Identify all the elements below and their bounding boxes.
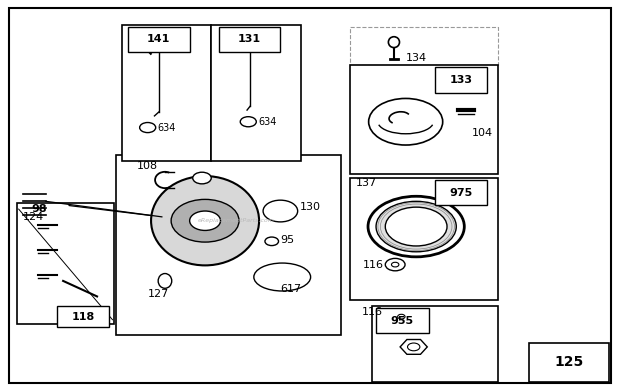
Bar: [435, 180, 487, 205]
Bar: [122, 25, 211, 161]
Text: 955: 955: [391, 316, 414, 326]
Text: 134: 134: [405, 53, 427, 63]
Circle shape: [241, 117, 256, 127]
Circle shape: [385, 207, 447, 246]
Bar: [372, 306, 498, 382]
Bar: [435, 67, 487, 93]
Circle shape: [171, 199, 239, 242]
Text: 137: 137: [356, 178, 378, 188]
Text: 127: 127: [148, 289, 169, 299]
Text: 104: 104: [472, 128, 493, 138]
Bar: [350, 178, 498, 300]
Bar: [128, 27, 190, 52]
Bar: [350, 65, 498, 174]
Text: 116: 116: [363, 260, 384, 270]
Circle shape: [397, 314, 405, 319]
Circle shape: [140, 122, 156, 133]
Bar: [17, 203, 114, 324]
Text: 124: 124: [23, 212, 44, 222]
Text: 95: 95: [280, 235, 294, 245]
Circle shape: [407, 343, 420, 351]
Text: 634: 634: [157, 122, 176, 133]
Bar: [57, 306, 109, 328]
Text: 975: 975: [450, 188, 472, 197]
Circle shape: [376, 201, 456, 252]
Ellipse shape: [151, 176, 259, 265]
Ellipse shape: [158, 274, 172, 288]
Circle shape: [193, 172, 211, 184]
Bar: [115, 155, 341, 335]
Bar: [529, 343, 609, 382]
Ellipse shape: [254, 263, 311, 291]
Circle shape: [391, 310, 411, 323]
Text: 131: 131: [238, 34, 261, 44]
Circle shape: [265, 237, 278, 246]
Text: 130: 130: [300, 202, 321, 212]
Text: eReplacementParts.com: eReplacementParts.com: [198, 218, 275, 223]
Bar: [350, 27, 498, 65]
Bar: [211, 25, 301, 161]
Bar: [376, 308, 428, 333]
Text: 125: 125: [555, 355, 584, 369]
Circle shape: [385, 258, 405, 271]
Text: 108: 108: [137, 161, 158, 171]
Text: 116: 116: [362, 307, 383, 317]
Text: 634: 634: [258, 117, 277, 127]
Bar: [219, 27, 280, 52]
Circle shape: [391, 262, 399, 267]
Text: 141: 141: [147, 34, 171, 44]
Circle shape: [263, 200, 298, 222]
Circle shape: [369, 99, 443, 145]
Text: 133: 133: [450, 75, 472, 85]
Text: 98: 98: [31, 204, 46, 214]
Text: 118: 118: [71, 312, 95, 322]
Circle shape: [190, 211, 221, 230]
Ellipse shape: [388, 37, 399, 48]
Text: 617: 617: [280, 284, 301, 294]
Circle shape: [368, 196, 464, 257]
